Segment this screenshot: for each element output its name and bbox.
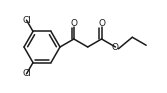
Text: Cl: Cl (23, 69, 32, 78)
Text: O: O (98, 19, 105, 28)
Text: O: O (112, 43, 119, 52)
Text: O: O (70, 19, 77, 28)
Text: Cl: Cl (23, 16, 32, 25)
